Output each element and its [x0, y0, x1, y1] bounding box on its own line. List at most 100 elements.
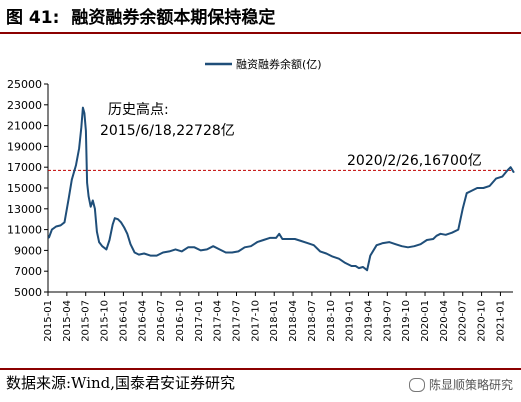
data-point: [300, 240, 302, 242]
data-point: [162, 251, 164, 254]
x-tick-label: 2019-07: [382, 300, 393, 342]
y-tick-label: 9000: [14, 244, 42, 257]
data-point: [470, 190, 472, 192]
data-point: [206, 248, 208, 250]
data-point: [114, 217, 116, 219]
data-point: [87, 195, 90, 197]
data-point: [457, 229, 459, 231]
data-point: [80, 127, 82, 129]
data-point: [117, 218, 119, 220]
x-tick-label: 2019-10: [401, 300, 412, 342]
x-tick-label: 2019-04: [363, 300, 374, 342]
data-point: [156, 255, 158, 257]
latest-annotation: 2020/2/26,16700亿: [347, 153, 482, 169]
y-tick-label: 17000: [7, 161, 42, 174]
data-point: [123, 226, 125, 229]
data-point: [462, 208, 464, 210]
data-point: [68, 197, 70, 199]
data-point: [55, 225, 57, 228]
x-tick-label: 2017-01: [194, 300, 205, 342]
data-point: [358, 267, 360, 269]
data-point: [501, 175, 503, 178]
data-point: [355, 265, 357, 267]
data-point: [231, 251, 233, 254]
data-point: [506, 169, 509, 171]
data-point: [294, 238, 296, 240]
x-tick-label: 2021-01: [495, 300, 506, 342]
x-tick-label: 2016-04: [137, 300, 148, 342]
data-point: [350, 265, 353, 267]
data-point: [96, 231, 98, 233]
data-point: [83, 112, 85, 114]
margin-balance-chart: 5000 7000 9000 11000 13000 15000 17000 19000 210…: [7, 57, 515, 342]
data-point: [98, 241, 100, 243]
data-point: [200, 249, 202, 251]
data-point: [120, 221, 122, 223]
y-tick-label: 15000: [7, 182, 42, 195]
x-tick-label: 2017-07: [232, 300, 243, 342]
data-point: [212, 245, 214, 247]
data-point: [82, 107, 84, 109]
data-point: [168, 250, 170, 253]
y-tick-label: 13000: [7, 203, 42, 216]
data-point: [489, 185, 491, 187]
data-point: [288, 238, 290, 240]
data-point: [439, 233, 442, 235]
data-point: [445, 234, 447, 236]
data-point: [420, 243, 422, 245]
x-tick-label: 2019-01: [345, 300, 356, 342]
y-tick-label: 25000: [7, 78, 42, 91]
data-point: [174, 248, 177, 250]
data-point: [382, 242, 384, 244]
data-point: [85, 130, 87, 132]
data-point: [275, 237, 277, 239]
data-point: [92, 199, 94, 202]
y-tick-label: 19000: [7, 140, 42, 153]
watermark: 陈显顺策略研究: [408, 376, 513, 393]
data-point: [313, 244, 315, 246]
data-point: [138, 253, 140, 256]
data-point: [129, 243, 132, 245]
x-tick-label: 2020-04: [439, 300, 450, 342]
data-point: [332, 256, 334, 258]
data-point: [495, 178, 497, 180]
source-note: 数据来源:Wind,国泰君安证券研究: [6, 374, 236, 392]
y-tick-label: 21000: [7, 120, 42, 133]
watermark-text: 陈显顺策略研究: [428, 378, 513, 392]
data-point: [86, 182, 88, 184]
data-point: [78, 147, 80, 150]
data-point: [256, 241, 258, 243]
data-point: [401, 245, 403, 247]
data-point: [75, 164, 77, 166]
data-point: [394, 243, 397, 245]
data-point: [432, 238, 434, 240]
data-point: [90, 206, 92, 208]
data-point: [435, 235, 438, 237]
data-point: [325, 252, 327, 255]
wechat-icon: [408, 377, 425, 392]
data-point: [71, 179, 73, 181]
data-point: [63, 221, 66, 223]
data-point: [143, 252, 145, 255]
data-point: [193, 246, 195, 248]
data-point: [187, 246, 189, 248]
x-tick-label: 2015-07: [81, 300, 92, 342]
series-line: [47, 106, 515, 272]
x-tick-label: 2018-01: [269, 300, 280, 342]
data-point: [319, 250, 321, 253]
data-point: [513, 171, 515, 173]
x-tick-label: 2018-07: [307, 300, 318, 342]
data-point: [244, 246, 246, 248]
data-point: [94, 208, 96, 210]
data-point: [225, 251, 227, 254]
y-tick-label: 5000: [14, 286, 42, 299]
x-tick-label: 2016-07: [156, 300, 167, 342]
x-tick-label: 2017-04: [213, 300, 224, 342]
x-tick-label: 2015-01: [43, 300, 54, 342]
x-tick-label: 2020-10: [477, 300, 488, 342]
y-tick-label: 11000: [7, 224, 42, 237]
data-point: [407, 246, 409, 248]
y-tick-label: 23000: [7, 99, 42, 112]
data-point: [269, 237, 271, 239]
data-point: [181, 250, 183, 253]
